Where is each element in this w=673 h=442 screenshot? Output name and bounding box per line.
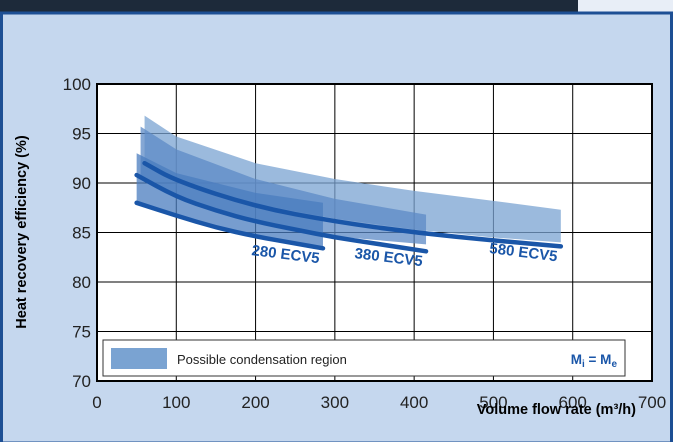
x-tick-200: 200 — [241, 393, 269, 412]
grid — [97, 84, 652, 381]
y-tick-70: 70 — [72, 372, 91, 391]
y-tick-95: 95 — [72, 125, 91, 144]
x-tick-300: 300 — [321, 393, 349, 412]
legend: Possible condensation region Mi = Me — [102, 339, 626, 377]
y-tick-100: 100 — [63, 75, 91, 94]
efficiency-curves: 280 ECV5 380 ECV5 580 ECV5 — [134, 160, 564, 270]
x-tick-400: 400 — [400, 393, 428, 412]
x-axis-label: Volume flow rate (m³/h) — [477, 402, 636, 418]
plot-frame — [96, 83, 653, 382]
top-right-panel — [578, 0, 673, 13]
x-tick-700: 700 — [638, 393, 666, 412]
x-tick-100: 100 — [162, 393, 190, 412]
figure-frame — [0, 11, 673, 442]
x-tick-0: 0 — [92, 393, 101, 412]
curve-1 — [134, 172, 429, 254]
legend-box — [102, 339, 626, 377]
legend-label: Possible condensation region — [177, 352, 347, 367]
x-tick-600: 600 — [559, 393, 587, 412]
condensation-region-0 — [144, 115, 561, 243]
y-tick-labels: 70 75 80 85 90 95 100 — [63, 75, 91, 391]
y-tick-85: 85 — [72, 224, 91, 243]
y-tick-75: 75 — [72, 323, 91, 342]
curve-0 — [134, 200, 326, 251]
y-axis-label: Heat recovery efficiency (%) — [14, 135, 30, 329]
top-header-bar — [0, 0, 578, 13]
y-tick-90: 90 — [72, 174, 91, 193]
legend-swatch — [111, 348, 167, 369]
x-tick-500: 500 — [479, 393, 507, 412]
condensation-region-1 — [140, 126, 427, 245]
curve-2 — [142, 160, 564, 249]
y-tick-80: 80 — [72, 273, 91, 292]
x-tick-labels: 0 100 200 300 400 500 600 700 — [92, 393, 666, 412]
